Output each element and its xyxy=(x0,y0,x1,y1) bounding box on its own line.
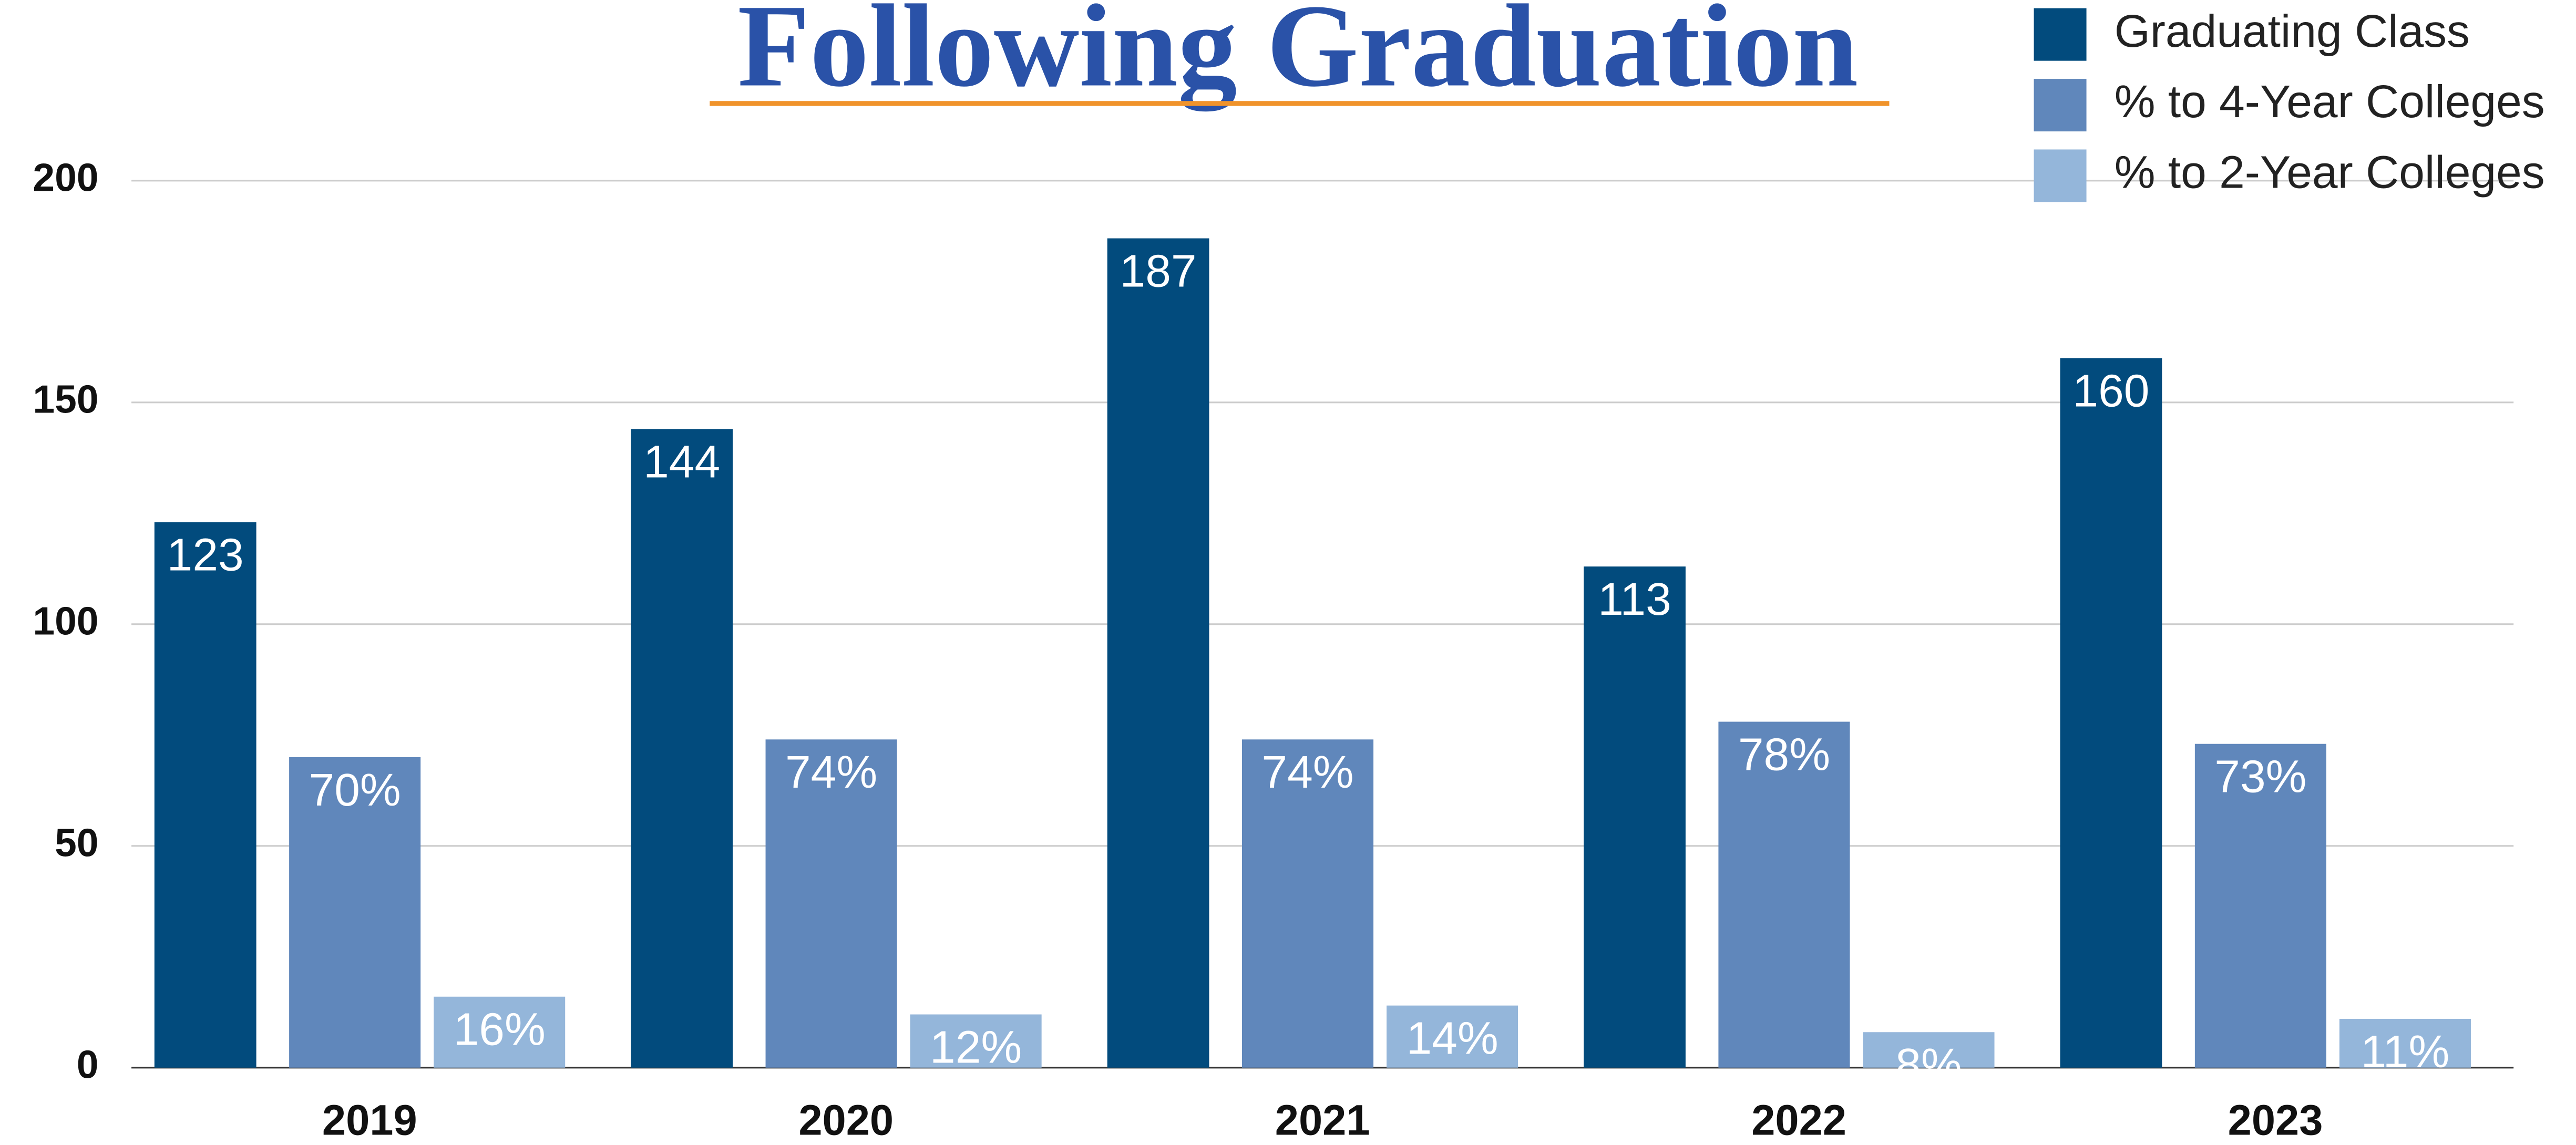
bar xyxy=(2339,1018,2471,1068)
legend-label: % to 4-Year Colleges xyxy=(2115,76,2545,127)
chart-title: Following Graduation xyxy=(737,0,1858,112)
x-tick-label: 2023 xyxy=(2228,1097,2323,1144)
legend-label: % to 2-Year Colleges xyxy=(2115,147,2545,198)
y-tick-label: 0 xyxy=(77,1043,99,1087)
data-label: 113 xyxy=(1598,573,1671,625)
data-label: 11% xyxy=(2361,1026,2450,1077)
data-label: 14% xyxy=(1406,1013,1498,1064)
data-label: 12% xyxy=(930,1021,1022,1072)
data-label: 187 xyxy=(1120,245,1197,296)
bar xyxy=(154,522,256,1068)
bar xyxy=(1584,566,1686,1068)
legend-swatch xyxy=(2034,149,2087,202)
data-label: 70% xyxy=(309,764,401,816)
x-tick-label: 2020 xyxy=(798,1097,894,1144)
bar xyxy=(1863,1032,1995,1068)
legend-swatch xyxy=(2034,8,2087,61)
legend-label: Graduating Class xyxy=(2115,5,2470,57)
bar xyxy=(1241,739,1374,1068)
data-label: 78% xyxy=(1738,728,1830,780)
data-label: 16% xyxy=(454,1004,546,1055)
y-tick-label: 150 xyxy=(33,377,98,421)
bar xyxy=(1107,238,1209,1068)
data-label: 73% xyxy=(2214,751,2306,802)
data-label: 123 xyxy=(167,529,244,581)
data-label: 160 xyxy=(2072,365,2149,416)
x-tick-label: 2021 xyxy=(1275,1097,1370,1144)
bar xyxy=(289,757,421,1068)
bar xyxy=(2060,358,2162,1068)
data-label: 144 xyxy=(643,436,720,487)
bar xyxy=(631,429,733,1068)
y-tick-label: 200 xyxy=(33,156,98,200)
bar xyxy=(434,996,566,1068)
bar xyxy=(1718,721,1850,1068)
x-tick-label: 2019 xyxy=(322,1097,417,1144)
data-label: 74% xyxy=(1261,746,1353,798)
data-label: 8% xyxy=(1895,1039,1962,1090)
bar xyxy=(910,1014,1042,1068)
bar xyxy=(1387,1005,1518,1068)
legend-swatch xyxy=(2034,79,2087,132)
bar xyxy=(2194,744,2326,1068)
y-tick-label: 100 xyxy=(33,599,98,643)
data-label: 74% xyxy=(785,746,877,798)
y-tick-label: 50 xyxy=(55,821,98,865)
bar xyxy=(765,739,897,1068)
x-tick-label: 2022 xyxy=(1751,1097,1846,1144)
